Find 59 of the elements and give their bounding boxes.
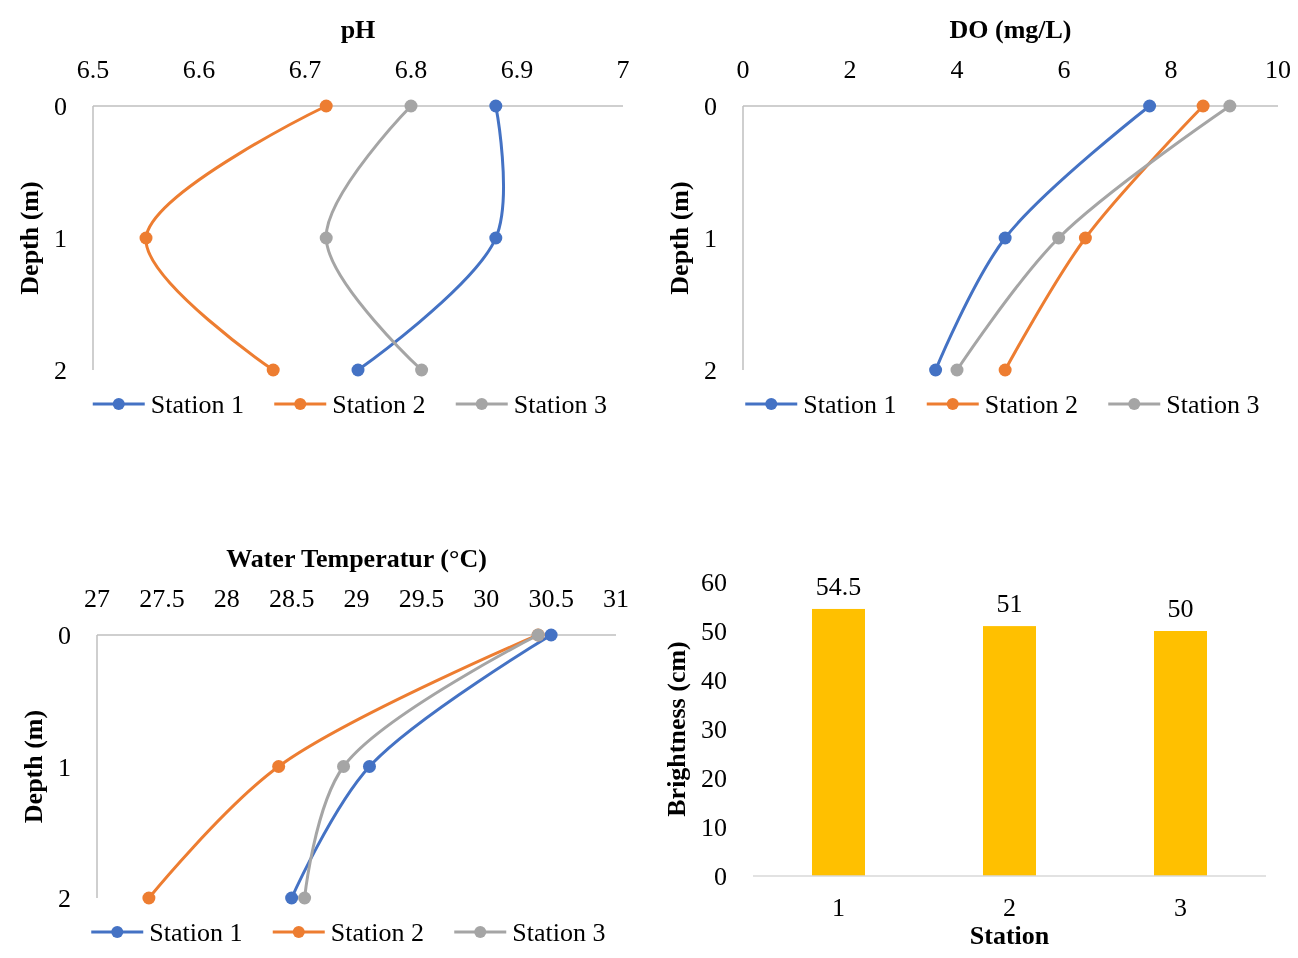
x-tick-label: 8	[1164, 55, 1178, 84]
x-tick-label: 27	[84, 584, 110, 613]
y-axis-title: Depth (m)	[665, 181, 694, 295]
x-tick-label: 4	[950, 55, 964, 84]
legend-label: Station 2	[330, 918, 424, 948]
x-tick-label: 6	[1057, 55, 1071, 84]
chart-title: pH	[340, 15, 376, 44]
x-tick-label: 28	[213, 584, 240, 613]
x-tick-label: 30	[473, 584, 500, 613]
x-tick-label: 28.5	[268, 584, 315, 613]
x-tick-label: 1	[832, 893, 845, 922]
chart-title: Water Temperatur (°C)	[226, 544, 487, 573]
x-tick-label: 0	[736, 55, 750, 84]
x-tick-label: 10	[1265, 55, 1291, 84]
x-tick-label: 6.9	[500, 55, 534, 84]
y-tick-label: 60	[701, 568, 727, 598]
x-tick-label: 31	[603, 584, 629, 613]
x-tick-label: 2	[843, 55, 857, 84]
data-label: 51	[996, 589, 1023, 619]
x-tick-label: 2	[1003, 893, 1016, 922]
y-axis-title: Brightness (cm)	[662, 641, 691, 817]
y-tick-label: 1	[704, 224, 717, 254]
x-tick-label: 3	[1174, 893, 1187, 922]
y-tick-label: 40	[701, 666, 727, 696]
chart-title: DO (mg/L)	[949, 15, 1072, 44]
legend-label: Station 1	[803, 390, 897, 420]
legend-label: Station 3	[512, 918, 606, 948]
y-tick-label: 0	[54, 92, 67, 122]
x-tick-label: 6.6	[182, 55, 216, 84]
y-axis-title: Depth (m)	[19, 709, 48, 824]
x-tick-label: 6.5	[76, 55, 110, 84]
y-tick-label: 1	[54, 224, 67, 254]
y-tick-label: 0	[704, 92, 717, 122]
y-tick-label: 10	[701, 813, 727, 843]
legend-label: Station 2	[332, 390, 426, 420]
x-tick-label: 6.7	[288, 55, 322, 84]
x-tick-label: 6.8	[394, 55, 428, 84]
x-axis-title: Station	[969, 921, 1050, 950]
y-tick-label: 2	[704, 356, 717, 386]
legend-label: Station 1	[150, 390, 244, 420]
legend-label: Station 2	[984, 390, 1078, 420]
legend-label: Station 1	[149, 918, 243, 948]
y-tick-label: 0	[714, 862, 727, 892]
y-tick-label: 1	[58, 752, 71, 782]
y-tick-label: 2	[54, 356, 67, 386]
y-tick-label: 50	[701, 617, 727, 647]
legend-label: Station 3	[1166, 390, 1260, 420]
x-tick-label: 30.5	[528, 584, 574, 613]
y-tick-label: 30	[701, 715, 727, 745]
x-tick-label: 7	[616, 55, 630, 84]
data-label: 54.5	[815, 571, 862, 601]
y-axis-title: Depth (m)	[15, 181, 44, 295]
x-tick-label: 29	[343, 584, 370, 613]
legend-label: Station 3	[513, 390, 607, 420]
x-tick-label: 27.5	[139, 584, 185, 613]
y-tick-label: 20	[701, 764, 727, 794]
data-label: 50	[1167, 594, 1194, 623]
y-tick-label: 0	[58, 621, 71, 651]
x-tick-label: 29.5	[398, 584, 445, 613]
